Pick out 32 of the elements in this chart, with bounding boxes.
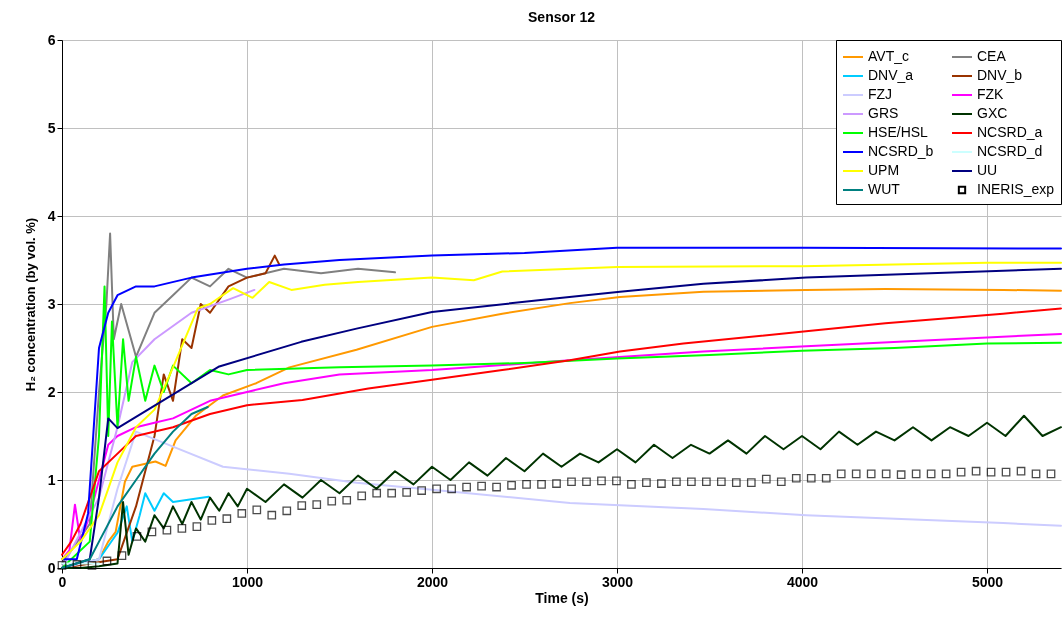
x-tick-label: 5000 (971, 573, 1004, 590)
x-tick-label: 4000 (786, 573, 819, 590)
x-tick-label: 0 (58, 573, 67, 590)
legend-label: NCSRD_d (977, 143, 1043, 159)
x-tick-label: 2000 (416, 573, 449, 590)
legend-label: UU (977, 162, 998, 178)
legend-label: HSE/HSL (868, 124, 929, 140)
legend-label: NCSRD_a (977, 124, 1043, 140)
legend-label: DNV_b (977, 67, 1023, 83)
legend-label: UPM (868, 162, 900, 178)
y-tick-label: 2 (47, 383, 56, 400)
chart-title: Sensor 12 (528, 9, 596, 25)
legend-label: FZJ (868, 86, 893, 102)
x-tick-label: 1000 (231, 573, 264, 590)
y-axis-title: H₂ concentration (by vol. %) (22, 217, 38, 392)
legend-label: FZK (977, 86, 1005, 102)
y-tick-label: 4 (47, 207, 56, 224)
legend-label: INERIS_exp (977, 181, 1055, 197)
y-tick-label: 0 (47, 559, 56, 576)
x-tick-label: 3000 (601, 573, 634, 590)
legend-label: GXC (977, 105, 1008, 121)
y-tick-label: 3 (47, 295, 56, 312)
legend-label: GRS (868, 105, 899, 121)
y-tick-label: 6 (47, 31, 56, 48)
y-tick-label: 1 (47, 471, 56, 488)
legend-label: AVT_c (868, 48, 909, 64)
x-axis-title: Time (s) (535, 589, 589, 606)
legend-label: DNV_a (868, 67, 914, 83)
legend-label: WUT (868, 181, 901, 197)
legend-label: CEA (977, 48, 1007, 64)
y-tick-label: 5 (47, 119, 56, 136)
legend-label: NCSRD_b (868, 143, 934, 159)
